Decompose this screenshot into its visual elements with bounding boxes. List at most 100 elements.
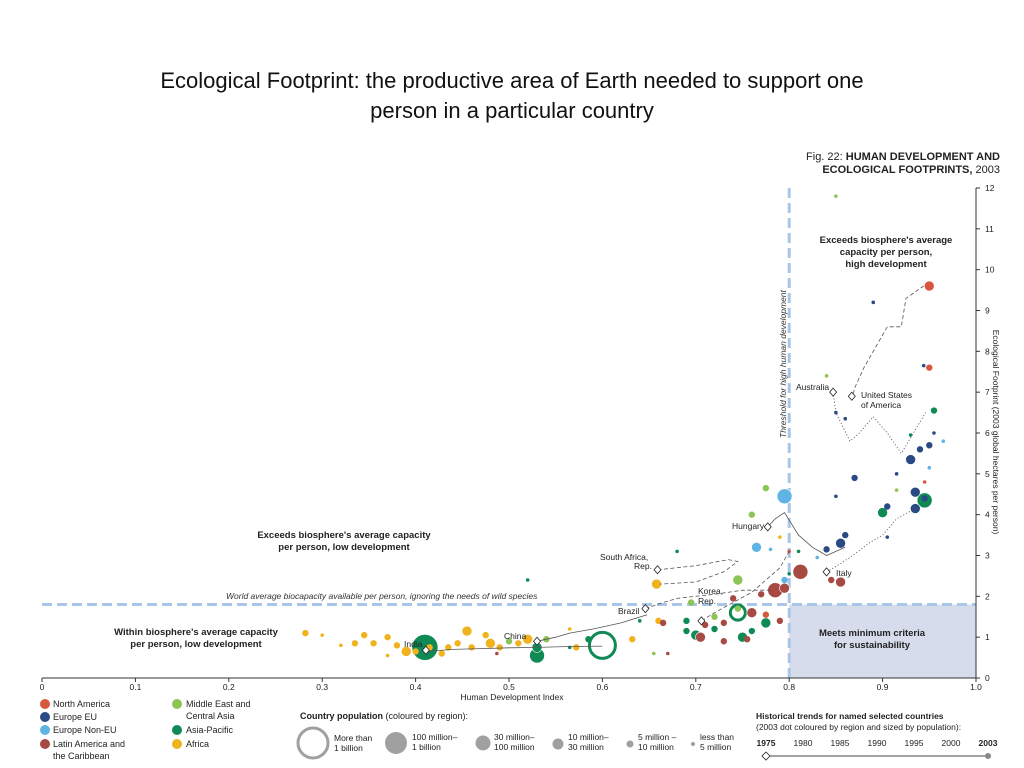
country-dot [930, 407, 938, 414]
trend-1975-marker [697, 616, 706, 626]
trend-year-1990: 1990 [868, 738, 887, 748]
zone-high-dev-line3: high development [845, 259, 927, 270]
trend-year-1985: 1985 [831, 738, 850, 748]
country-dot [683, 627, 690, 635]
country-dot [454, 640, 461, 647]
country-dot [824, 374, 829, 378]
population-legend: Country population (coloured by region):… [296, 711, 734, 760]
country-dot [728, 603, 747, 622]
country-dot [757, 591, 765, 598]
country-dot [884, 503, 891, 510]
country-dot [835, 537, 846, 549]
country-dot [779, 582, 790, 594]
country-dot [781, 576, 788, 584]
country-dot [776, 488, 793, 505]
figure-title-line1: Fig. 22: HUMAN DEVELOPMENT AND [806, 151, 1000, 163]
country-dot [482, 631, 489, 639]
legend-swatch-africa [172, 739, 182, 749]
country-dot [567, 645, 572, 650]
country-dot [400, 646, 412, 657]
y-tick-label: 2 [985, 591, 990, 601]
x-tick-label: 0.7 [690, 682, 702, 692]
country-dot [842, 531, 849, 539]
country-dot [877, 507, 888, 518]
pop-label-1a: 100 million– [412, 732, 458, 742]
country-dot [905, 454, 916, 465]
trend-legend-start-marker [761, 751, 771, 761]
label-usa-2: of America [861, 400, 901, 410]
region-legend: North America Europe EU Europe Non-EU La… [40, 699, 251, 761]
zone-high-dev-line1: Exceeds biosphere's average [820, 235, 953, 246]
trend-line [832, 392, 926, 455]
label-hungary: Hungary [732, 521, 765, 531]
country-dot [384, 633, 391, 641]
country-dot [695, 631, 706, 643]
country-dot [525, 578, 530, 582]
pop-label-0b: 1 billion [334, 743, 363, 753]
country-dot [921, 363, 926, 368]
slide-title: Ecological Footprint: the productive are… [0, 66, 1024, 126]
country-dot [729, 595, 737, 602]
trend-legend-subtitle: (2003 dot coloured by region and sized b… [756, 722, 961, 732]
trend-line [657, 559, 739, 585]
country-labels: Australia United States of America Hunga… [404, 382, 912, 649]
country-dot [843, 416, 848, 421]
label-south-africa-2: Rep. [634, 561, 652, 571]
label-china: China [504, 631, 526, 641]
y-tick-label: 12 [985, 183, 995, 193]
trend-1975-marker [822, 567, 831, 577]
label-australia: Australia [796, 382, 829, 392]
trend-line [826, 508, 916, 573]
legend-label-africa: Africa [186, 739, 209, 749]
legend-label-latin-america-1: Latin America and [53, 739, 125, 749]
x-tick-label: 0.2 [223, 682, 235, 692]
pop-size-5m-10m [626, 740, 634, 748]
country-dot [885, 535, 890, 539]
figure-title-line2: ECOLOGICAL FOOTPRINTS, 2003 [822, 164, 1000, 176]
country-dot [732, 574, 744, 586]
label-south-africa-1: South Africa, [600, 552, 648, 562]
y-tick-label: 8 [985, 346, 990, 356]
country-dot [908, 433, 913, 437]
x-tick-label: 0.1 [129, 682, 141, 692]
y-tick-label: 7 [985, 387, 990, 397]
country-dot [438, 650, 445, 657]
x-axis-title: Human Development Index [460, 692, 564, 702]
trend-line [851, 285, 924, 401]
country-dot [675, 549, 679, 554]
plot-area: 0 0.1 0.2 0.3 0.4 0.5 0.6 0.7 0.8 0.9 1.0012345678… [40, 183, 995, 692]
zone-high-dev-line2: capacity per person, [840, 247, 932, 258]
country-dot [923, 280, 935, 292]
country-dot [941, 439, 946, 443]
country-dot [701, 621, 709, 629]
country-dot [927, 465, 932, 470]
country-dot [835, 576, 846, 588]
zone-sustainable-line1: Meets minimum criteria [819, 628, 926, 639]
country-dot [393, 642, 401, 649]
country-dot [495, 651, 499, 656]
label-india: India [404, 639, 423, 649]
country-dot [796, 549, 801, 554]
country-dot [461, 625, 473, 637]
trend-1975-marker [641, 603, 650, 614]
trend-line [701, 551, 790, 622]
country-dot [748, 627, 756, 635]
country-dot [751, 542, 762, 553]
trend-line [645, 589, 771, 609]
trend-year-2003: 2003 [979, 738, 998, 748]
x-tick-label: 0.6 [596, 682, 608, 692]
y-tick-label: 3 [985, 551, 990, 561]
country-dot [871, 300, 876, 305]
country-dot [651, 578, 662, 590]
country-dot [922, 480, 927, 484]
x-tick-label: 0.8 [783, 682, 795, 692]
x-tick-label: 0.5 [503, 682, 515, 692]
biocapacity-label: World average biocapacity available per … [226, 591, 538, 601]
pop-label-3a: 10 million– [568, 732, 609, 742]
threshold-label: Threshold for high human development [778, 289, 788, 438]
legend-label-middle-east-1: Middle East and [186, 699, 251, 709]
pop-label-1b: 1 billion [412, 742, 441, 752]
pop-label-2a: 30 million– [494, 732, 535, 742]
country-dot [711, 625, 718, 633]
legend-swatch-asia-pacific [172, 725, 182, 735]
